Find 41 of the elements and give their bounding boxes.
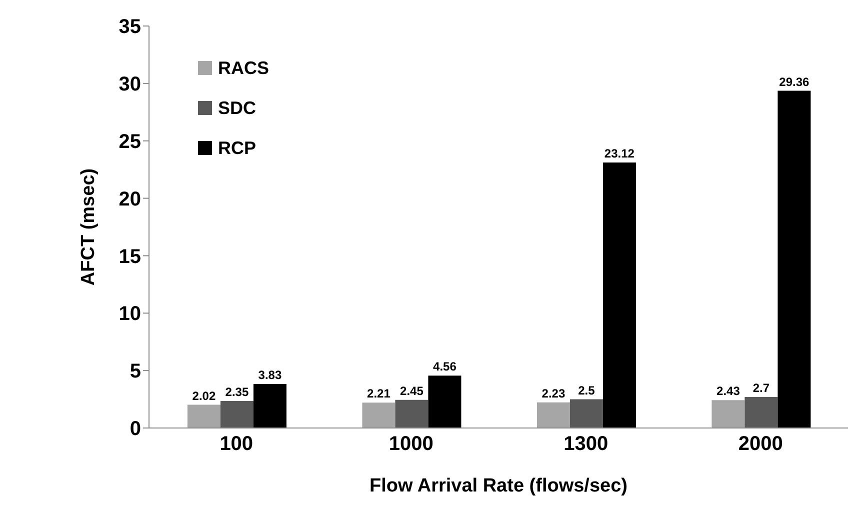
- y-axis-title: AFCT (msec): [78, 168, 99, 286]
- legend-label: RCP: [218, 138, 256, 158]
- bar: [187, 404, 220, 428]
- bar: [395, 400, 428, 428]
- y-tick-label: 25: [118, 130, 142, 153]
- x-tick-label: 1000: [388, 433, 434, 456]
- legend-label: SDC: [218, 98, 256, 118]
- data-label: 2.43: [716, 384, 740, 398]
- y-tick-label: 15: [118, 246, 142, 268]
- x-axis-title: Flow Arrival Rate (flows/sec): [370, 475, 628, 496]
- data-label: 4.56: [433, 360, 457, 374]
- data-label: 2.23: [542, 386, 566, 400]
- bar: [220, 401, 254, 428]
- data-label: 2.21: [367, 386, 391, 401]
- bar: [362, 402, 396, 428]
- x-tick-label: 100: [220, 433, 254, 456]
- bar: [253, 384, 286, 428]
- data-label: 3.83: [258, 368, 282, 382]
- data-label: 2.5: [578, 383, 596, 398]
- bar: [428, 376, 462, 428]
- y-tick-label: 30: [118, 74, 142, 96]
- data-label: 2.7: [752, 380, 770, 395]
- bar: [712, 400, 745, 428]
- y-tick-label: 20: [118, 188, 142, 210]
- x-tick-label: 2000: [738, 433, 783, 456]
- y-tick-label: 5: [130, 360, 142, 383]
- bar: [536, 402, 570, 428]
- y-tick-label: 0: [130, 418, 142, 440]
- data-label: 2.02: [192, 388, 216, 403]
- x-tick-label: 1300: [564, 433, 608, 456]
- data-label: 29.36: [779, 74, 810, 89]
- data-label: 2.45: [400, 384, 424, 398]
- data-label: 2.35: [225, 385, 249, 400]
- bar: [778, 90, 811, 428]
- bar: [602, 162, 636, 428]
- y-tick-label: 10: [118, 303, 142, 326]
- bar: [744, 396, 778, 428]
- legend-label: RACS: [218, 58, 270, 78]
- data-label: 23.12: [604, 146, 635, 160]
- y-tick-label: 35: [118, 16, 142, 38]
- bar: [570, 399, 603, 428]
